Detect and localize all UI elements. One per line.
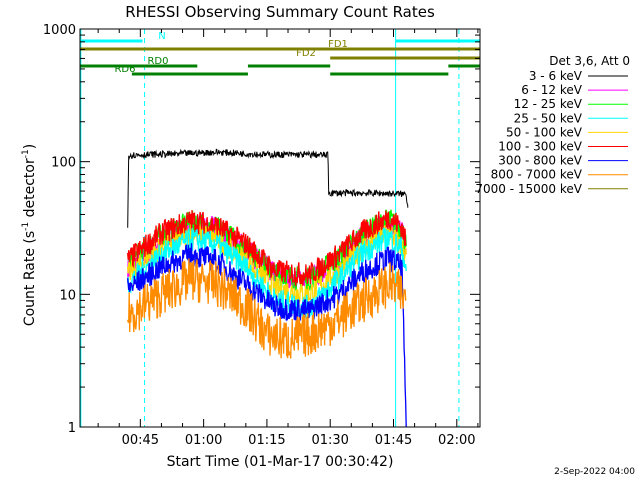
y-tick-label-3: 1000 bbox=[43, 23, 76, 38]
x-tick-label-2: 01:15 bbox=[248, 433, 285, 448]
flag-label-fd2: FD2 bbox=[296, 48, 316, 59]
plot-area bbox=[80, 29, 460, 428]
legend-label-8: 7000 - 15000 keV bbox=[475, 182, 582, 196]
x-tick-label-0: 00:45 bbox=[122, 433, 159, 448]
flag-label-rd0: RD0 bbox=[147, 56, 168, 67]
series-line-6 bbox=[127, 243, 407, 428]
y-tick-label-1: 10 bbox=[59, 288, 76, 303]
y-tick-label-0: 1 bbox=[68, 421, 76, 436]
chart-title: RHESSI Observing Summary Count Rates bbox=[125, 3, 435, 21]
flag-label-n: N bbox=[158, 31, 165, 42]
legend-label-5: 100 - 300 keV bbox=[498, 140, 582, 154]
series-line-5 bbox=[127, 210, 407, 288]
legend-label-6: 300 - 800 keV bbox=[498, 154, 582, 168]
legend-title: Det 3,6, Att 0 bbox=[549, 54, 630, 68]
series-line-0 bbox=[127, 148, 409, 228]
legend-label-0: 3 - 6 keV bbox=[529, 69, 583, 83]
y-axis-label: Count Rate (s-1 detector-1) bbox=[21, 144, 38, 326]
legend-label-1: 6 - 12 keV bbox=[521, 83, 583, 97]
flag-label-fd1: FD1 bbox=[328, 39, 348, 50]
legend-label-7: 800 - 7000 keV bbox=[491, 168, 583, 182]
series-line-7 bbox=[127, 258, 407, 359]
x-tick-label-5: 02:00 bbox=[438, 433, 475, 448]
y-tick-label-2: 100 bbox=[51, 156, 76, 171]
x-tick-label-3: 01:30 bbox=[311, 433, 348, 448]
plot-frame bbox=[79, 28, 481, 428]
x-axis-label: Start Time (01-Mar-17 00:30:42) bbox=[167, 454, 394, 470]
flag-bars: N FD1 FD2 RD0 RD6 bbox=[80, 31, 480, 76]
axes: 00:45 01:00 01:15 01:30 01:45 02:00 1 10 100 1000 bbox=[43, 23, 481, 448]
legend-label-4: 50 - 100 keV bbox=[506, 125, 583, 139]
flag-label-rd6: RD6 bbox=[114, 64, 135, 75]
legend-label-2: 12 - 25 keV bbox=[514, 97, 583, 111]
footer-date: 2-Sep-2022 04:00 bbox=[554, 467, 635, 477]
x-tick-label-1: 01:00 bbox=[185, 433, 222, 448]
legend-label-3: 25 - 50 keV bbox=[514, 111, 583, 125]
x-tick-label-4: 01:45 bbox=[375, 433, 412, 448]
